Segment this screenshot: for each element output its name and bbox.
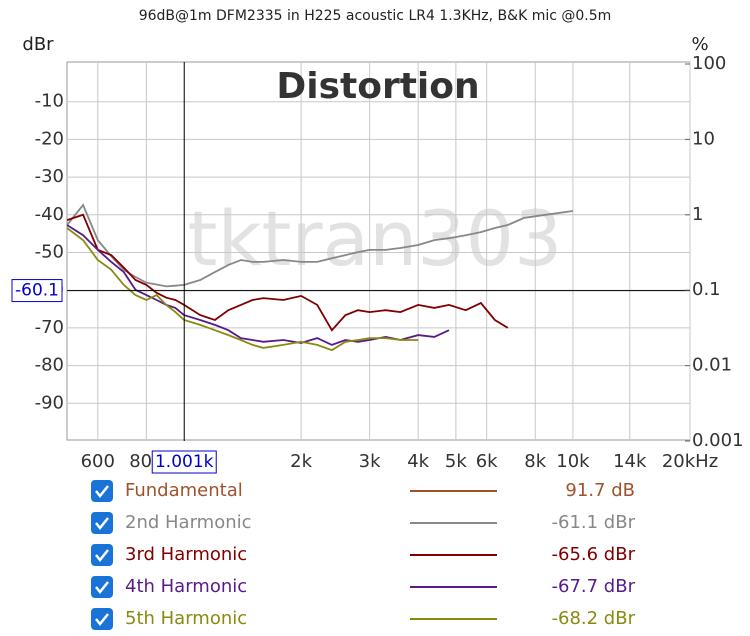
legend-readout: -65.6 dBr (552, 544, 636, 565)
x-tick-label: 10k (556, 451, 590, 472)
legend-checkbox[interactable] (91, 544, 113, 566)
checkbox[interactable] (91, 544, 113, 566)
y-tick-label: -50 (35, 242, 64, 263)
x-tick-label: 4k (407, 451, 429, 472)
cursor-y-box (11, 279, 63, 303)
x-tick-label: 20kHz (662, 451, 718, 472)
legend-name: 4th Harmonic (125, 576, 247, 597)
cursor-x-box (151, 450, 217, 474)
watermark: tktran303 (188, 194, 563, 283)
x-tick-label: 600 (81, 451, 115, 472)
x-tick-label: 6k (476, 451, 498, 472)
checkmark (95, 581, 109, 595)
cursor-x-label: 1.001k (155, 452, 214, 472)
legend-checkbox[interactable] (91, 576, 113, 598)
y-axis-label: dBr (22, 34, 54, 55)
legend-name: 3rd Harmonic (125, 544, 247, 565)
checkbox[interactable] (91, 480, 113, 502)
series-line (66, 227, 419, 352)
checkbox[interactable] (91, 512, 113, 534)
y2-tick-label: 100 (692, 53, 726, 74)
checkmark (95, 613, 109, 627)
header: 96dB@1m DFM2335 in H225 acoustic LR4 1.3… (139, 8, 612, 24)
checkmark (95, 517, 109, 531)
y2-tick-label: 0.1 (692, 279, 721, 300)
x-tick-label: 3k (359, 451, 381, 472)
legend-checkbox[interactable] (91, 480, 113, 502)
x-tick-label: 5k (445, 451, 467, 472)
y-tick-label: -40 (35, 204, 64, 225)
legend-readout: -67.7 dBr (552, 576, 636, 597)
y-tick-label: -10 (35, 91, 64, 112)
checkmark (95, 549, 109, 563)
chart-title: Distortion (276, 66, 479, 107)
checkmark (95, 485, 109, 499)
y-tick-label: -30 (35, 166, 64, 187)
legend-readout: -61.1 dBr (552, 512, 636, 533)
plot-area (66, 61, 691, 441)
y2-tick-label: 1 (692, 204, 703, 225)
legend-name: 2nd Harmonic (125, 512, 252, 533)
checkbox[interactable] (91, 608, 113, 630)
checkbox[interactable] (91, 576, 113, 598)
y-tick-label: -70 (35, 317, 64, 338)
y-tick-label: -80 (35, 355, 64, 376)
x-tick-label: 14k (613, 451, 647, 472)
y2-tick-label: 0.001 (692, 430, 744, 451)
legend-name: 5th Harmonic (125, 608, 247, 629)
legend-name: Fundamental (125, 480, 243, 501)
series-line (66, 203, 574, 288)
x-tick-label: 2k (290, 451, 312, 472)
y-tick-label: -90 (35, 392, 64, 413)
legend-readout: -68.2 dBr (552, 608, 636, 629)
y2-axis-label: % (691, 34, 708, 55)
legend-checkbox[interactable] (91, 512, 113, 534)
legend-readout: 91.7 dB (565, 480, 635, 501)
y-tick-label: -20 (35, 128, 64, 149)
legend-checkbox[interactable] (91, 608, 113, 630)
y2-tick-label: 10 (692, 128, 715, 149)
x-tick-label: 8k (524, 451, 546, 472)
cursor-y-label: -60.1 (15, 281, 59, 301)
series-line (66, 213, 509, 332)
y2-tick-label: 0.01 (692, 355, 732, 376)
